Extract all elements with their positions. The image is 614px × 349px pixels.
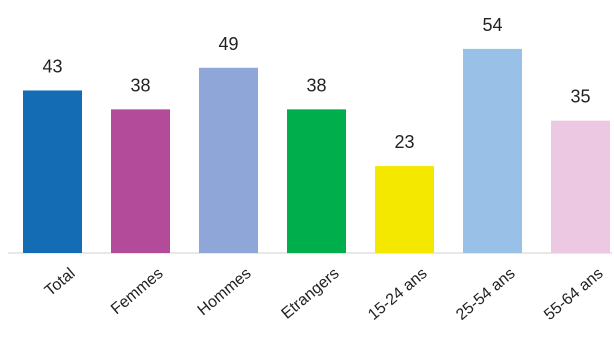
x-tick-label-etrangers: Etrangers <box>278 265 342 323</box>
bar-25-54-ans <box>463 48 522 253</box>
bar-55-64-ans <box>551 120 610 253</box>
x-tick-labels-group: Total Femmes Hommes Etrangers 15-24 ans 25-54… <box>42 265 607 324</box>
x-tick-label-55-64-ans: 55-64 ans <box>541 265 606 324</box>
value-label-femmes: 38 <box>130 75 150 95</box>
x-tick-label-femmes: Femmes <box>108 265 167 318</box>
x-tick-label-15-24-ans: 15-24 ans <box>365 265 430 324</box>
x-tick-label-total: Total <box>42 265 79 300</box>
x-tick-label-25-54-ans: 25-54 ans <box>453 265 518 324</box>
value-labels-group: 43 38 49 38 23 54 35 <box>42 15 590 152</box>
value-label-etrangers: 38 <box>306 75 326 95</box>
bar-etrangers <box>287 109 346 253</box>
bar-total <box>23 90 82 254</box>
bar-15-24-ans <box>375 166 434 253</box>
bar-hommes <box>199 67 258 253</box>
value-label-15-24-ans: 23 <box>394 132 414 152</box>
value-label-total: 43 <box>42 56 62 76</box>
bars-group <box>23 48 610 254</box>
value-label-hommes: 49 <box>218 34 238 54</box>
x-tick-label-hommes: Hommes <box>195 265 255 319</box>
value-label-25-54-ans: 54 <box>482 15 502 35</box>
bar-femmes <box>111 109 170 253</box>
value-label-55-64-ans: 35 <box>570 87 590 107</box>
